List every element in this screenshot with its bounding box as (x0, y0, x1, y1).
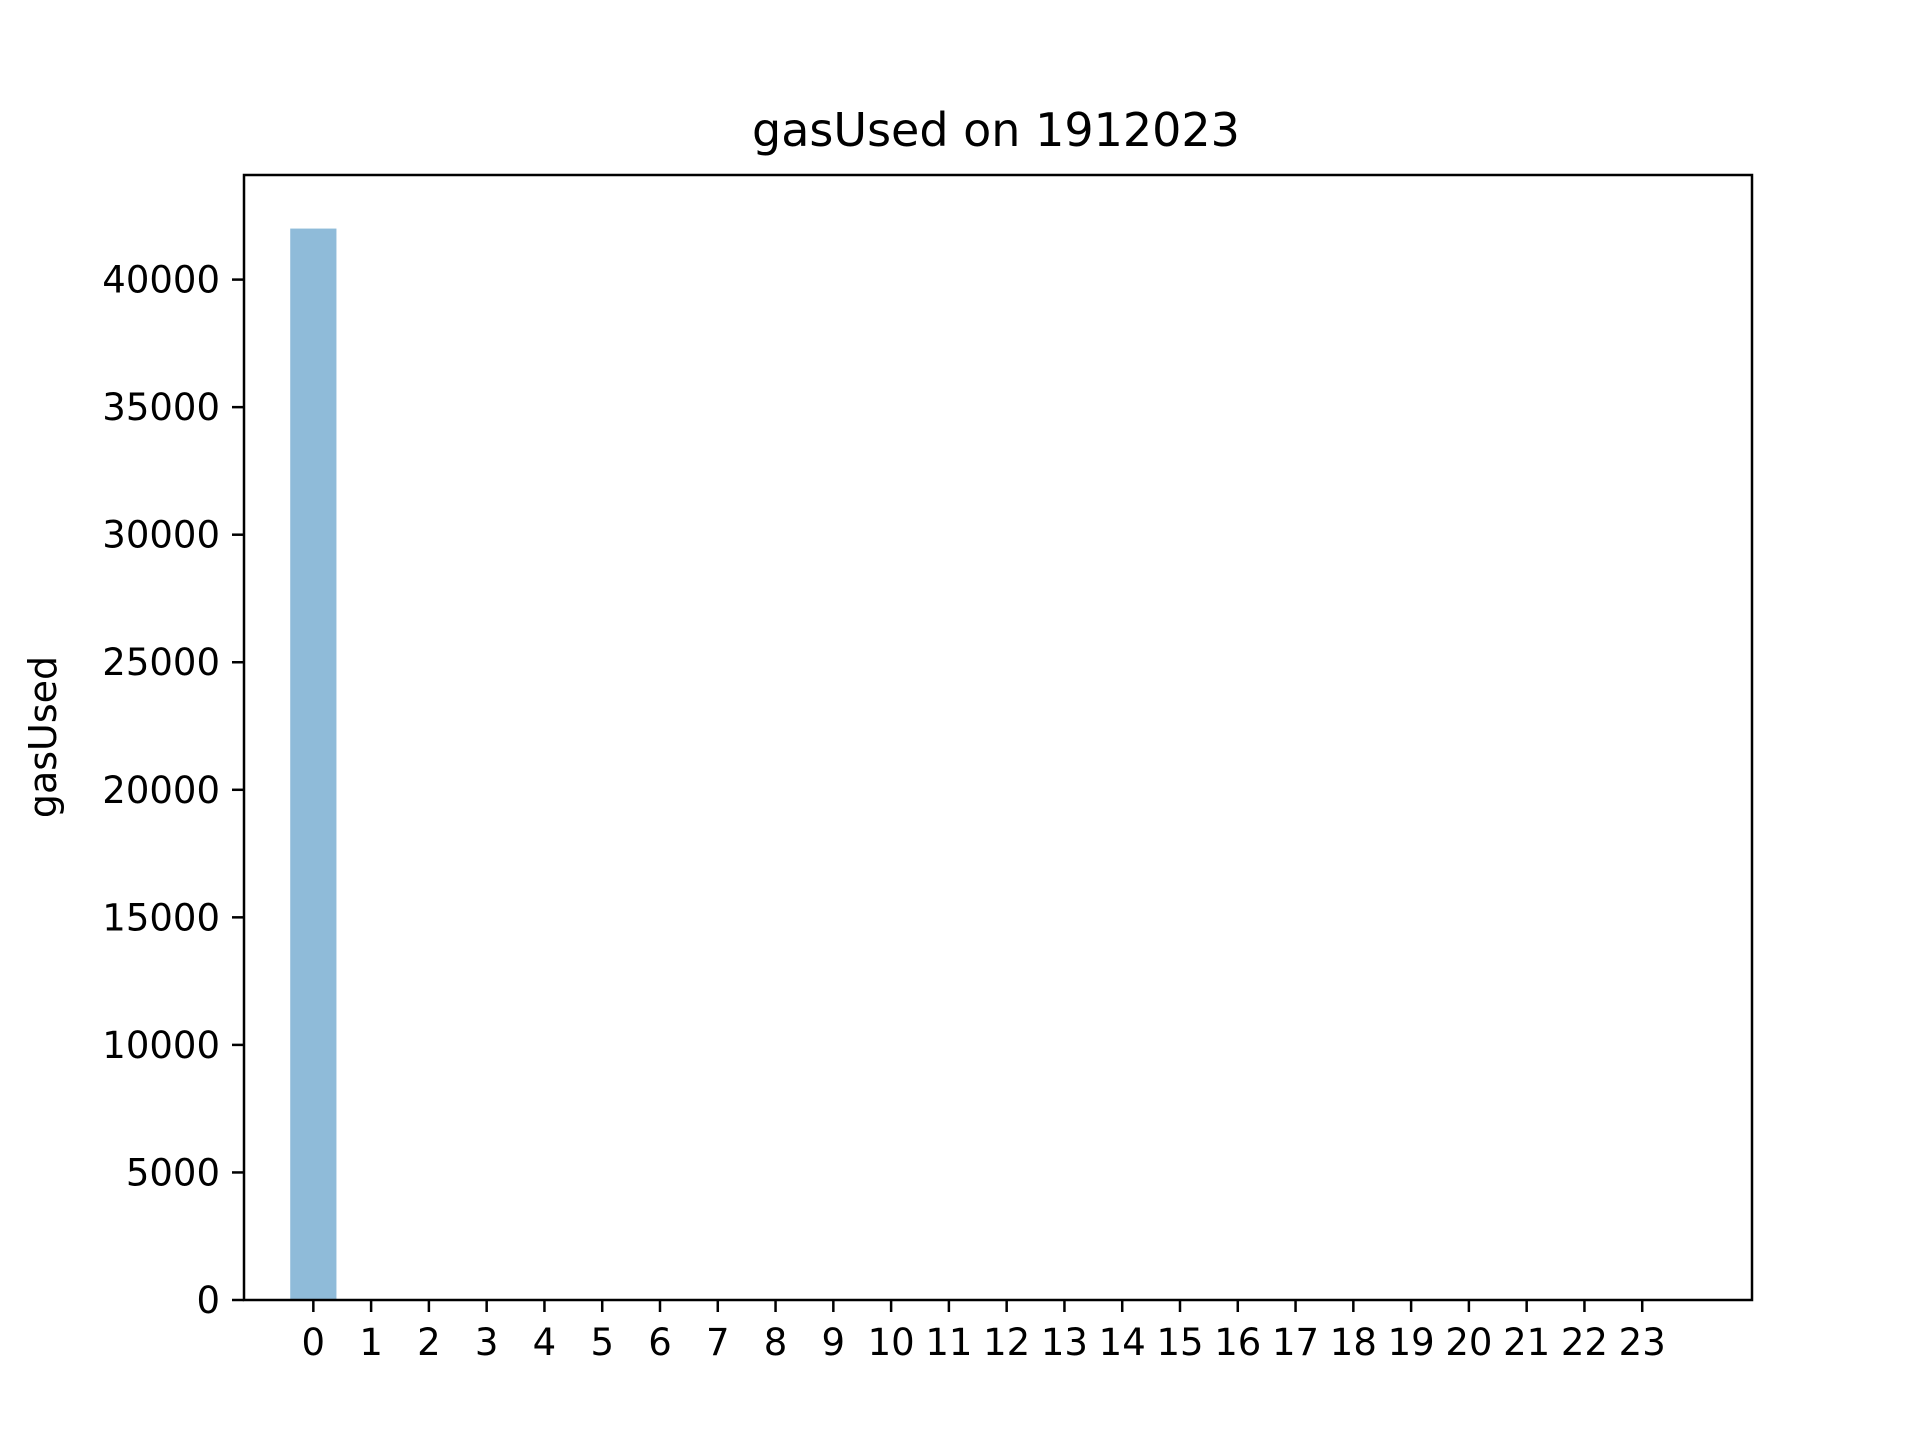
x-tick-label: 12 (983, 1321, 1030, 1364)
y-ticks-group: 0 5000 10000 15000 20000 25000 30000 35000 40000 (102, 259, 244, 1322)
chart-title: gasUsed on 1912023 (752, 103, 1240, 157)
x-tick-label: 3 (475, 1321, 499, 1364)
x-tick-label: 8 (764, 1321, 788, 1364)
y-tick-label: 40000 (102, 259, 220, 302)
x-tick-label: 16 (1214, 1321, 1261, 1364)
x-tick-label: 6 (648, 1321, 672, 1364)
y-tick-label: 20000 (102, 769, 220, 812)
x-tick-label: 10 (868, 1321, 915, 1364)
bars-group (290, 228, 337, 1301)
x-tick-label: 22 (1561, 1321, 1608, 1364)
x-ticks-group: 0 1 2 3 4 5 6 7 8 9 10 11 12 13 14 15 16 17 18 19 20 21 22 23 (302, 1300, 1666, 1364)
x-tick-label: 9 (822, 1321, 846, 1364)
y-tick-label: 0 (196, 1279, 220, 1322)
x-tick-label: 0 (302, 1321, 326, 1364)
x-tick-label: 23 (1619, 1321, 1666, 1364)
x-tick-label: 2 (417, 1321, 441, 1364)
y-tick-label: 30000 (102, 514, 220, 557)
y-tick-label: 25000 (102, 641, 220, 684)
plot-frame (242, 173, 1754, 1302)
y-axis-label: gasUsed (21, 656, 65, 818)
x-tick-label: 5 (590, 1321, 614, 1364)
x-tick-label: 7 (706, 1321, 730, 1364)
y-tick-label: 5000 (126, 1151, 220, 1194)
y-tick-label: 15000 (102, 896, 220, 939)
x-tick-label: 1 (359, 1321, 383, 1364)
x-tick-label: 13 (1041, 1321, 1088, 1364)
x-tick-label: 14 (1099, 1321, 1146, 1364)
y-tick-label: 10000 (102, 1024, 220, 1067)
x-tick-label: 20 (1445, 1321, 1492, 1364)
x-tick-label: 15 (1156, 1321, 1203, 1364)
y-tick-label: 35000 (102, 386, 220, 429)
x-tick-label: 21 (1503, 1321, 1550, 1364)
x-tick-label: 18 (1330, 1321, 1377, 1364)
x-tick-label: 19 (1388, 1321, 1435, 1364)
x-tick-label: 4 (533, 1321, 557, 1364)
x-tick-label: 17 (1272, 1321, 1319, 1364)
x-tick-label: 11 (925, 1321, 972, 1364)
bar-0 (290, 228, 337, 1301)
